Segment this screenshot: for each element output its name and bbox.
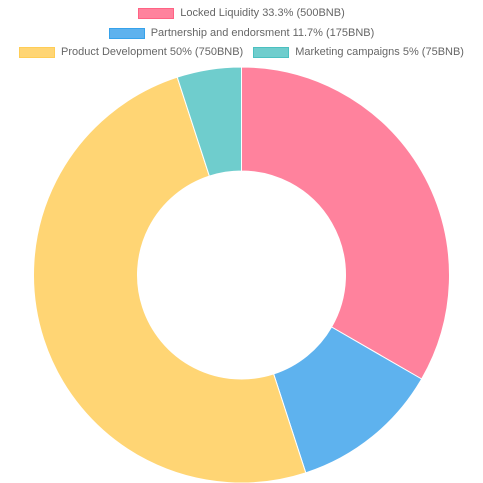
legend-swatch — [138, 7, 175, 19]
legend-row: Partnership and endorsment 11.7% (175BNB… — [0, 25, 483, 41]
slice-locked-liquidity[interactable] — [241, 66, 450, 380]
legend-label: Partnership and endorsment 11.7% (175BNB… — [150, 27, 375, 39]
legend-swatch — [19, 46, 56, 58]
legend-swatch — [253, 46, 290, 58]
slice-marketing[interactable] — [176, 66, 242, 177]
legend-label: Locked Liquidity 33.3% (500BNB) — [180, 7, 345, 19]
legend-label: Marketing campaigns 5% (75BNB) — [295, 46, 464, 58]
legend-row: Product Development 50% (750BNB) Marketi… — [0, 44, 483, 60]
legend-item-locked-liquidity[interactable]: Locked Liquidity 33.3% (500BNB) — [138, 7, 345, 19]
legend-row: Locked Liquidity 33.3% (500BNB) — [0, 5, 483, 21]
legend-item-marketing[interactable]: Marketing campaigns 5% (75BNB) — [253, 46, 464, 58]
legend-item-partnership[interactable]: Partnership and endorsment 11.7% (175BNB… — [108, 27, 375, 39]
legend-swatch — [108, 27, 145, 39]
legend-item-product-development[interactable]: Product Development 50% (750BNB) — [19, 46, 243, 58]
legend-label: Product Development 50% (750BNB) — [61, 46, 244, 58]
slice-product-development[interactable] — [32, 76, 307, 483]
